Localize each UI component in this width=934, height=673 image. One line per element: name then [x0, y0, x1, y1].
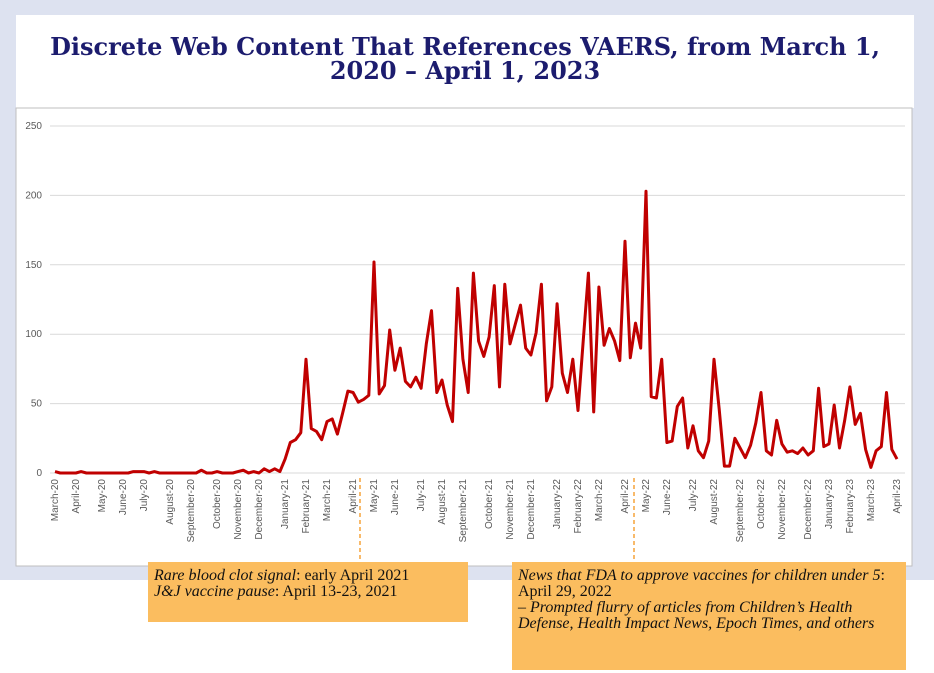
annotation-text: J&J vaccine pause [154, 583, 275, 600]
x-tick-label: March-20 [50, 479, 61, 522]
annotation-text: – Prompted flurry of articles from Child… [518, 599, 875, 632]
x-tick-label: November-20 [233, 479, 244, 540]
x-tick-label: July-22 [688, 479, 699, 512]
y-tick-label: 0 [36, 468, 42, 479]
x-tick-label: December-21 [526, 479, 537, 540]
x-tick-label: August-21 [437, 479, 448, 525]
x-tick-label: February-23 [845, 479, 856, 534]
annotation-text: Rare blood clot signal [154, 567, 297, 584]
y-tick-label: 50 [31, 399, 43, 410]
x-tick-label: March-21 [322, 479, 333, 522]
x-tick-label: September-22 [735, 479, 746, 543]
x-tick-label: October-22 [756, 479, 767, 529]
x-tick-label: January-23 [824, 479, 835, 529]
annotation-text: : April 13-23, 2021 [274, 583, 398, 600]
x-tick-label: May-21 [369, 479, 380, 513]
annotation-box: Rare blood clot signal: early April 2021… [148, 562, 468, 622]
x-tick-label: November-22 [777, 479, 788, 540]
x-tick-label: April-21 [348, 479, 359, 514]
plot-frame [15, 107, 913, 567]
x-tick-label: April-20 [71, 479, 82, 514]
chart-title: Discrete Web Content That References VAE… [50, 32, 880, 85]
x-tick-label: May-20 [97, 479, 108, 513]
x-tick-label: September-20 [186, 479, 197, 543]
y-tick-label: 200 [25, 190, 42, 201]
x-tick-label: March-22 [594, 479, 605, 522]
y-tick-label: 150 [25, 260, 42, 271]
x-tick-label: October-20 [212, 479, 223, 529]
annotation-text: : early April 2021 [296, 567, 410, 584]
x-tick-label: August-22 [709, 479, 720, 525]
y-tick-label: 250 [25, 121, 42, 132]
annotation-box: News that FDA to approve vaccines for ch… [512, 562, 906, 670]
annotation-line: News that FDA to approve vaccines for ch… [518, 568, 900, 600]
x-tick-label: June-22 [662, 479, 673, 516]
x-tick-label: November-21 [505, 479, 516, 540]
x-tick-label: May-22 [641, 479, 652, 513]
x-tick-label: October-21 [484, 479, 495, 529]
x-tick-label: January-21 [280, 479, 291, 529]
x-tick-label: September-21 [458, 479, 469, 543]
x-tick-label: March-23 [866, 479, 877, 522]
annotation-text: News that FDA to approve vaccines for ch… [518, 567, 881, 584]
annotation-line: J&J vaccine pause: April 13-23, 2021 [154, 584, 462, 600]
x-tick-label: January-22 [552, 479, 563, 529]
x-tick-label: December-22 [803, 479, 814, 540]
x-tick-label: August-20 [165, 479, 176, 525]
x-tick-label: December-20 [254, 479, 265, 540]
x-tick-label: February-22 [573, 479, 584, 534]
x-tick-label: July-21 [416, 479, 427, 512]
data-line [54, 189, 899, 475]
annotation-line: – Prompted flurry of articles from Child… [518, 600, 900, 632]
x-tick-label: June-20 [118, 479, 129, 516]
x-tick-label: July-20 [139, 479, 150, 512]
x-tick-label: April-22 [620, 479, 631, 514]
title-panel: Discrete Web Content That References VAE… [16, 15, 914, 108]
x-tick-label: June-21 [390, 479, 401, 516]
annotation-text: : April 29, 2022 [518, 567, 885, 600]
y-tick-label: 100 [25, 329, 42, 340]
x-tick-label: April-23 [892, 479, 903, 514]
annotation-line: Rare blood clot signal: early April 2021 [154, 568, 462, 584]
x-tick-label: February-21 [301, 479, 312, 534]
